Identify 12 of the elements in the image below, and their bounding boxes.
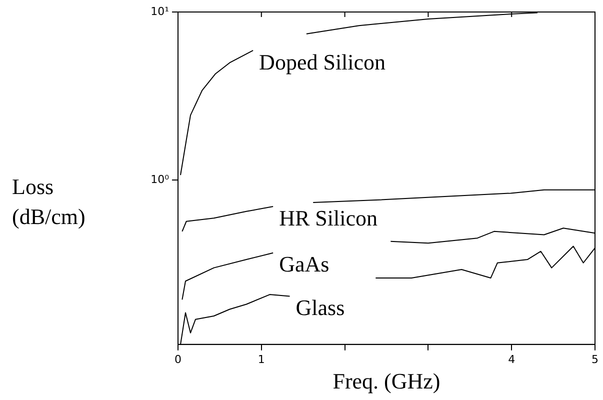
- x-axis-title: Freq. (GHz): [332, 368, 440, 394]
- x-tick-label: 4: [508, 352, 516, 366]
- y-tick-label: 10¹: [150, 4, 169, 18]
- y-axis-title: Loss (dB/cm): [12, 173, 86, 231]
- series-label: HR Silicon: [279, 205, 378, 230]
- y-tick-label: 10⁰: [150, 172, 170, 186]
- x-tick-label: 0: [174, 352, 182, 366]
- x-tick-label: 5: [592, 352, 598, 366]
- series-label: Glass: [296, 295, 345, 320]
- series-label: GaAs: [279, 252, 330, 277]
- series-label: Doped Silicon: [259, 49, 386, 74]
- x-tick-label: 1: [258, 352, 265, 366]
